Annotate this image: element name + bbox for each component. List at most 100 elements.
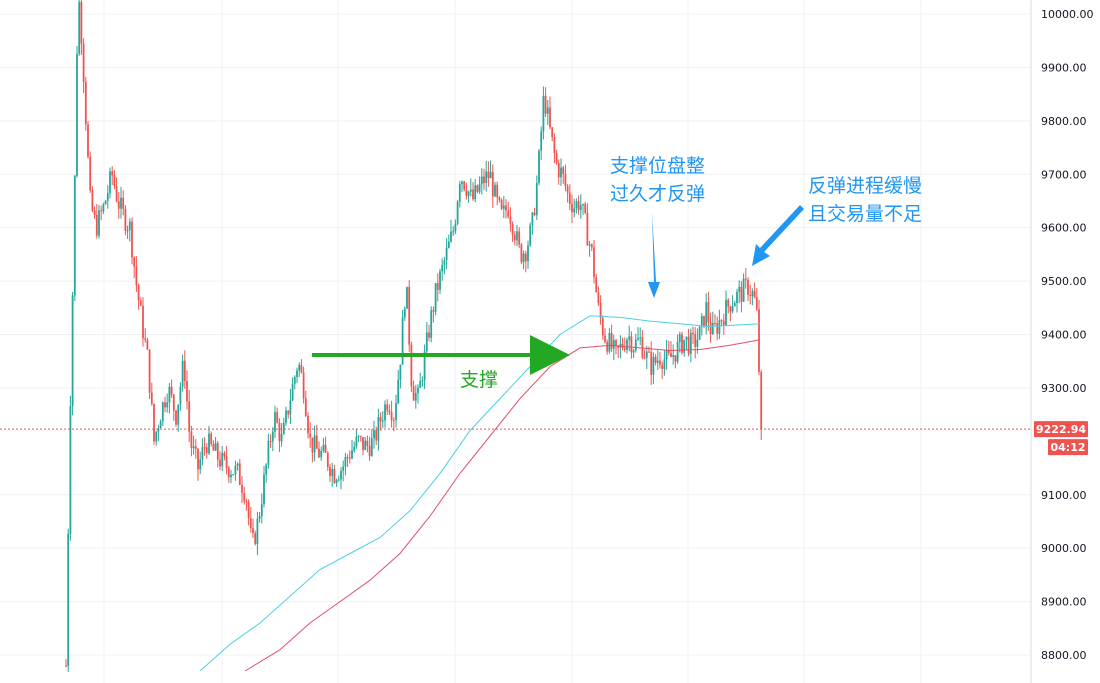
y-tick-label: 8900.00	[1041, 596, 1087, 609]
candle-body	[260, 504, 263, 517]
candle-body	[758, 309, 760, 373]
candle-body	[201, 447, 204, 460]
candle-body	[707, 302, 710, 323]
candle-body	[359, 436, 362, 438]
candle-body	[430, 310, 433, 338]
candle-body	[507, 210, 510, 217]
candle-body	[267, 440, 270, 465]
candle-body	[425, 332, 428, 352]
candle-body	[414, 393, 417, 401]
candle-body	[615, 340, 617, 346]
candle-body	[322, 444, 325, 452]
candle-body	[157, 428, 160, 432]
candle-body	[645, 351, 648, 358]
countdown-tag-value: 04:12	[1050, 441, 1085, 454]
candle-body	[122, 197, 125, 209]
candle-body	[307, 415, 309, 434]
ma-slow-line	[244, 339, 761, 672]
candle-body	[445, 248, 448, 261]
candle-body	[315, 435, 318, 449]
candle-body	[375, 430, 378, 441]
y-tick-label: 9000.00	[1041, 542, 1087, 555]
candle-body	[128, 221, 131, 231]
candle-body	[111, 171, 114, 176]
candle-body	[509, 216, 512, 224]
candle-body	[465, 189, 468, 196]
candle-body	[296, 370, 298, 378]
candle-body	[291, 383, 294, 401]
candle-body	[298, 364, 301, 371]
candle-body	[555, 153, 558, 163]
candle-body	[265, 464, 268, 475]
candle-body	[362, 437, 364, 450]
candle-body	[485, 171, 488, 184]
candle-body	[441, 264, 444, 272]
candle-body	[524, 253, 527, 262]
y-tick-label: 9500.00	[1041, 275, 1087, 288]
candle-body	[106, 193, 109, 202]
candle-body	[194, 446, 197, 449]
candle-body	[263, 474, 265, 505]
candle-body	[164, 402, 166, 408]
candle-body	[82, 43, 85, 82]
candle-body	[661, 364, 664, 369]
candle-body	[302, 372, 305, 399]
candle-body	[181, 360, 184, 387]
candle-body	[126, 230, 129, 232]
candle-body	[476, 185, 479, 192]
candle-body	[377, 416, 380, 441]
candle-body	[243, 493, 246, 502]
candle-body	[348, 457, 351, 459]
candle-body	[718, 320, 721, 334]
candle-body	[740, 286, 743, 302]
candle-body	[722, 320, 725, 326]
candle-body	[753, 291, 756, 298]
candle-body	[236, 463, 239, 466]
candle-body	[564, 173, 567, 187]
candle-body	[401, 317, 404, 365]
candle-body	[502, 205, 505, 209]
candle-body	[582, 203, 584, 206]
candle-body	[456, 201, 459, 224]
candle-body	[93, 210, 96, 215]
candle-body	[320, 451, 323, 458]
candle-body	[454, 223, 457, 232]
candle-body	[434, 283, 437, 312]
y-tick-label: 9400.00	[1041, 329, 1087, 342]
candle-body	[256, 518, 259, 544]
candle-body	[351, 450, 353, 459]
candle-body	[533, 212, 536, 215]
candle-body	[423, 351, 426, 381]
candle-body	[175, 410, 177, 425]
candle-body	[355, 436, 358, 447]
candle-body	[716, 323, 719, 334]
candle-body	[689, 332, 692, 354]
candle-body	[601, 318, 604, 336]
candle-body	[144, 338, 147, 340]
candle-body	[100, 210, 103, 212]
candle-body	[505, 205, 507, 211]
candle-body	[150, 392, 153, 405]
candle-body	[337, 479, 340, 481]
candle-body	[78, 1, 81, 54]
candle-body	[73, 175, 76, 296]
candle-body	[410, 344, 413, 387]
candle-body	[727, 299, 730, 307]
candle-body	[560, 167, 562, 178]
candle-body	[403, 308, 406, 318]
candle-body	[467, 191, 470, 196]
candle-body	[599, 303, 602, 319]
candle-body	[161, 402, 164, 422]
candle-body	[335, 480, 338, 483]
candle-body	[474, 185, 477, 200]
candle-body	[676, 341, 679, 362]
candle-body	[472, 189, 474, 200]
candle-body	[694, 334, 697, 347]
candle-body	[87, 124, 89, 157]
candle-body	[731, 306, 734, 312]
candle-body	[480, 176, 483, 185]
candle-body	[183, 360, 186, 382]
candle-body	[133, 257, 136, 267]
candle-body	[113, 175, 116, 187]
